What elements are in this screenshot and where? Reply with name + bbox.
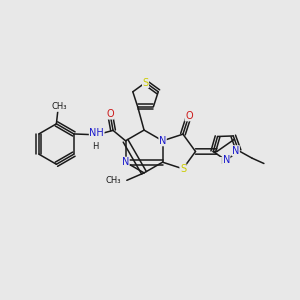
Text: S: S <box>142 77 148 88</box>
Text: N: N <box>159 136 166 146</box>
Text: CH₃: CH₃ <box>105 176 121 185</box>
Text: N: N <box>223 155 230 165</box>
Text: N: N <box>232 146 239 156</box>
Text: H: H <box>220 158 226 166</box>
Text: S: S <box>180 164 186 174</box>
Text: O: O <box>185 111 193 121</box>
Text: N: N <box>122 157 129 167</box>
Text: CH₃: CH₃ <box>52 102 67 111</box>
Text: NH: NH <box>89 128 104 138</box>
Text: O: O <box>106 109 114 119</box>
Text: H: H <box>92 142 98 151</box>
